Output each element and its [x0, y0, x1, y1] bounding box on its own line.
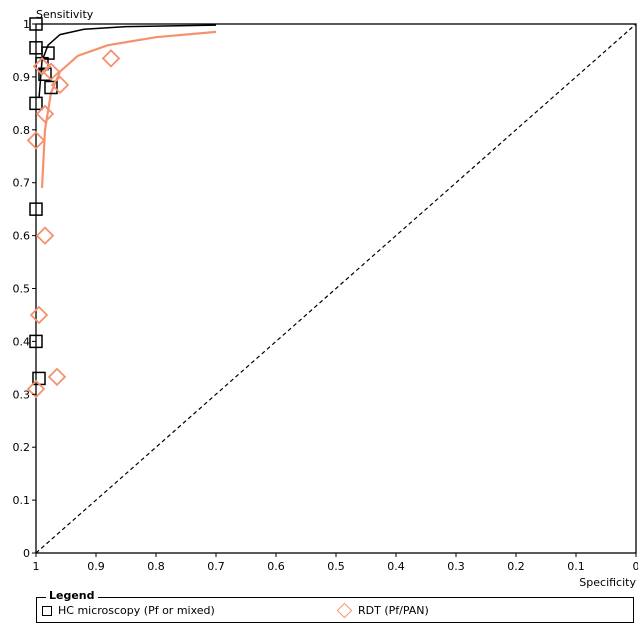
x-tick-label: 0.4 [387, 560, 405, 573]
legend-item-rdt: RDT (Pf/PAN) [336, 602, 429, 619]
reference-diagonal-line [35, 23, 637, 554]
x-axis-label: Specificity [579, 576, 636, 589]
x-tick-label: 0.8 [147, 560, 165, 573]
square-marker-icon [42, 605, 52, 616]
y-tick-label: 0.4 [13, 335, 31, 348]
hc-microscopy-point [38, 67, 52, 82]
rdt-point [26, 131, 46, 150]
legend-title: Legend [46, 589, 98, 602]
rdt-point [101, 49, 121, 68]
legend-box [36, 597, 634, 623]
hc-microscopy-point [29, 17, 43, 31]
x-tick-label: 0.5 [327, 560, 345, 573]
y-tick-label: 0.2 [13, 441, 31, 454]
y-tick-label: 0.7 [13, 177, 31, 190]
x-tick-label: 1 [33, 560, 40, 573]
x-tick-label: 0.1 [567, 560, 585, 573]
sroc-curve-rdt [40, 30, 217, 189]
x-tick-label: 0.2 [507, 560, 525, 573]
rdt-point [32, 57, 52, 76]
legend-item-hc-microscopy: HC microscopy (Pf or mixed) [42, 604, 215, 617]
hc-microscopy-point [29, 96, 43, 111]
hc-microscopy-point [29, 334, 43, 349]
rdt-point [26, 379, 46, 399]
y-tick-label: 0.1 [13, 494, 31, 507]
y-tick-label: 0.5 [13, 283, 31, 296]
diamond-marker-icon [336, 602, 353, 619]
hc-microscopy-point [44, 80, 58, 95]
hc-microscopy-point [29, 202, 43, 216]
rdt-point [35, 104, 55, 124]
x-tick-label: 0.3 [447, 560, 465, 573]
sroc-curve-hc-microscopy [38, 24, 217, 99]
y-tick-label: 0.6 [13, 230, 31, 243]
y-tick-label: 0 [23, 547, 30, 560]
x-tick-label: 0.6 [267, 560, 285, 573]
x-tick-label: 0.7 [207, 560, 225, 573]
rdt-point [41, 62, 61, 81]
y-axis-label: Sensitivity [36, 8, 94, 21]
rdt-point [50, 75, 70, 95]
y-tick-label: 0.3 [13, 388, 31, 401]
x-tick-label: 0.9 [87, 560, 105, 573]
y-tick-label: 1 [23, 18, 30, 31]
x-tick-label: 0 [633, 560, 638, 573]
legend-label-hc-microscopy: HC microscopy (Pf or mixed) [58, 604, 215, 617]
legend-label-rdt: RDT (Pf/PAN) [358, 604, 429, 617]
y-tick-label: 0.9 [13, 71, 31, 84]
sroc-chart: 0 0.1 0.2 0.3 0.4 0.5 0.6 0.7 0.8 0.9 1 1 0.9 0.8 0.7 0… [13, 8, 638, 589]
rdt-point [29, 305, 49, 325]
y-tick-label: 0.8 [13, 124, 31, 137]
rdt-point [35, 226, 55, 245]
rdt-point [47, 367, 67, 387]
